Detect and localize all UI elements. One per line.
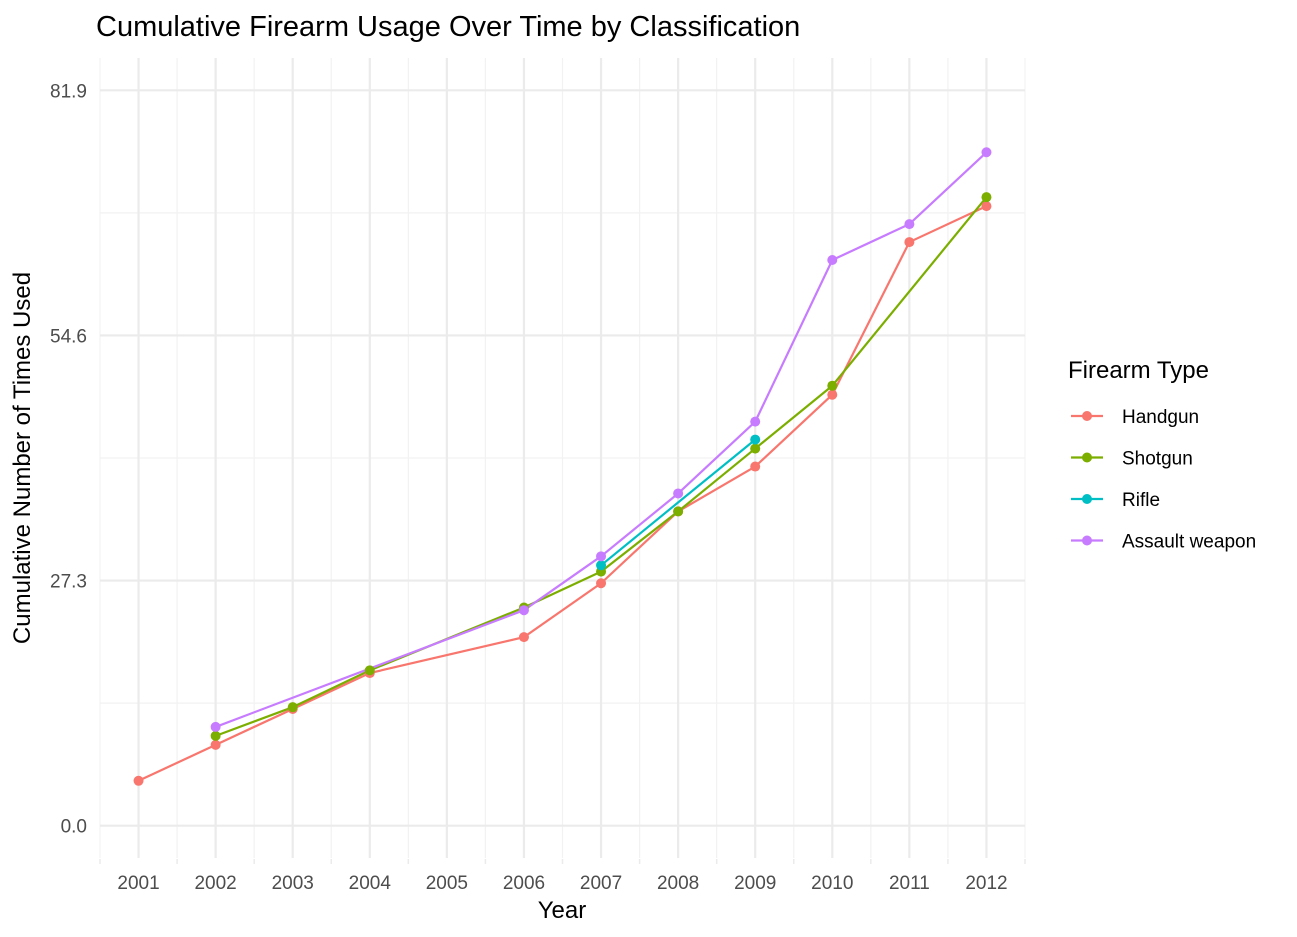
data-point-rifle: [596, 560, 607, 571]
legend-key-point: [1082, 494, 1092, 504]
x-tick-label: 2009: [734, 873, 776, 894]
y-axis-title: Cumulative Number of Times Used: [9, 272, 36, 644]
x-axis-title: Year: [538, 897, 587, 924]
series-layer: [133, 147, 992, 786]
series-line-rifle: [600, 438, 756, 567]
data-point-shotgun: [981, 192, 992, 203]
x-tick-label: 2004: [349, 873, 392, 894]
x-tick-label: 2003: [272, 873, 314, 894]
legend: Firearm Type Handgun Shotgun Rifle Assault …: [1068, 357, 1256, 553]
x-tick-label: 2002: [194, 873, 236, 894]
legend-key-handgun: [1071, 411, 1103, 421]
data-point-assault-weapon: [518, 605, 529, 616]
x-tick-label: 2007: [580, 873, 622, 894]
legend-key-point: [1082, 535, 1092, 546]
y-axis: 0.0 27.3 54.6 81.9: [50, 81, 87, 837]
x-tick-label: 2011: [889, 873, 930, 894]
data-point-handgun: [133, 775, 144, 786]
y-tick-label: 0.0: [61, 817, 87, 838]
data-point-shotgun: [287, 702, 298, 713]
data-point-assault-weapon: [673, 488, 684, 499]
data-point-handgun: [518, 632, 529, 643]
data-point-handgun: [210, 739, 221, 750]
legend-key-point: [1082, 452, 1092, 463]
x-tick-label: 2005: [426, 873, 468, 894]
data-point-shotgun: [673, 506, 684, 517]
data-point-handgun: [981, 201, 992, 212]
data-point-shotgun: [364, 665, 375, 676]
data-point-shotgun: [210, 730, 221, 741]
x-tick-label: 2006: [503, 873, 545, 894]
data-point-handgun: [750, 461, 761, 472]
grid: [99, 58, 1026, 858]
x-axis: 2001 2002 2003 2004 2005 2006 2007 2008 2009 2010…: [99, 859, 1026, 894]
data-point-handgun: [827, 389, 838, 400]
x-tick-label: 2008: [657, 873, 699, 894]
legend-label-shotgun: Shotgun: [1122, 449, 1193, 470]
data-point-shotgun: [827, 380, 838, 391]
data-point-assault-weapon: [596, 551, 607, 562]
legend-title: Firearm Type: [1068, 357, 1209, 384]
data-point-handgun: [904, 237, 915, 248]
legend-label-assault-weapon: Assault weapon: [1122, 532, 1256, 553]
y-tick-label: 54.6: [50, 326, 87, 347]
data-point-handgun: [596, 578, 607, 589]
x-tick-label: 2012: [965, 873, 1007, 894]
legend-key-assault-weapon: [1071, 535, 1103, 546]
legend-key-rifle: [1071, 494, 1103, 504]
legend-key-shotgun: [1071, 452, 1103, 463]
legend-label-handgun: Handgun: [1122, 407, 1199, 428]
y-tick-label: 81.9: [50, 81, 87, 102]
x-tick-label: 2001: [117, 873, 159, 894]
data-point-shotgun: [750, 443, 761, 454]
data-point-assault-weapon: [904, 219, 915, 230]
x-tick-label: 2010: [811, 873, 853, 894]
legend-key-point: [1082, 411, 1092, 421]
data-point-assault-weapon: [750, 416, 761, 427]
legend-label-rifle: Rifle: [1122, 490, 1160, 511]
chart-title: Cumulative Firearm Usage Over Time by Cl…: [96, 11, 800, 43]
data-point-assault-weapon: [210, 721, 221, 732]
data-point-assault-weapon: [827, 255, 838, 266]
series-line-assault-weapon: [215, 151, 988, 728]
data-point-assault-weapon: [981, 147, 992, 158]
data-point-rifle: [750, 434, 761, 445]
y-tick-label: 27.3: [50, 572, 87, 593]
